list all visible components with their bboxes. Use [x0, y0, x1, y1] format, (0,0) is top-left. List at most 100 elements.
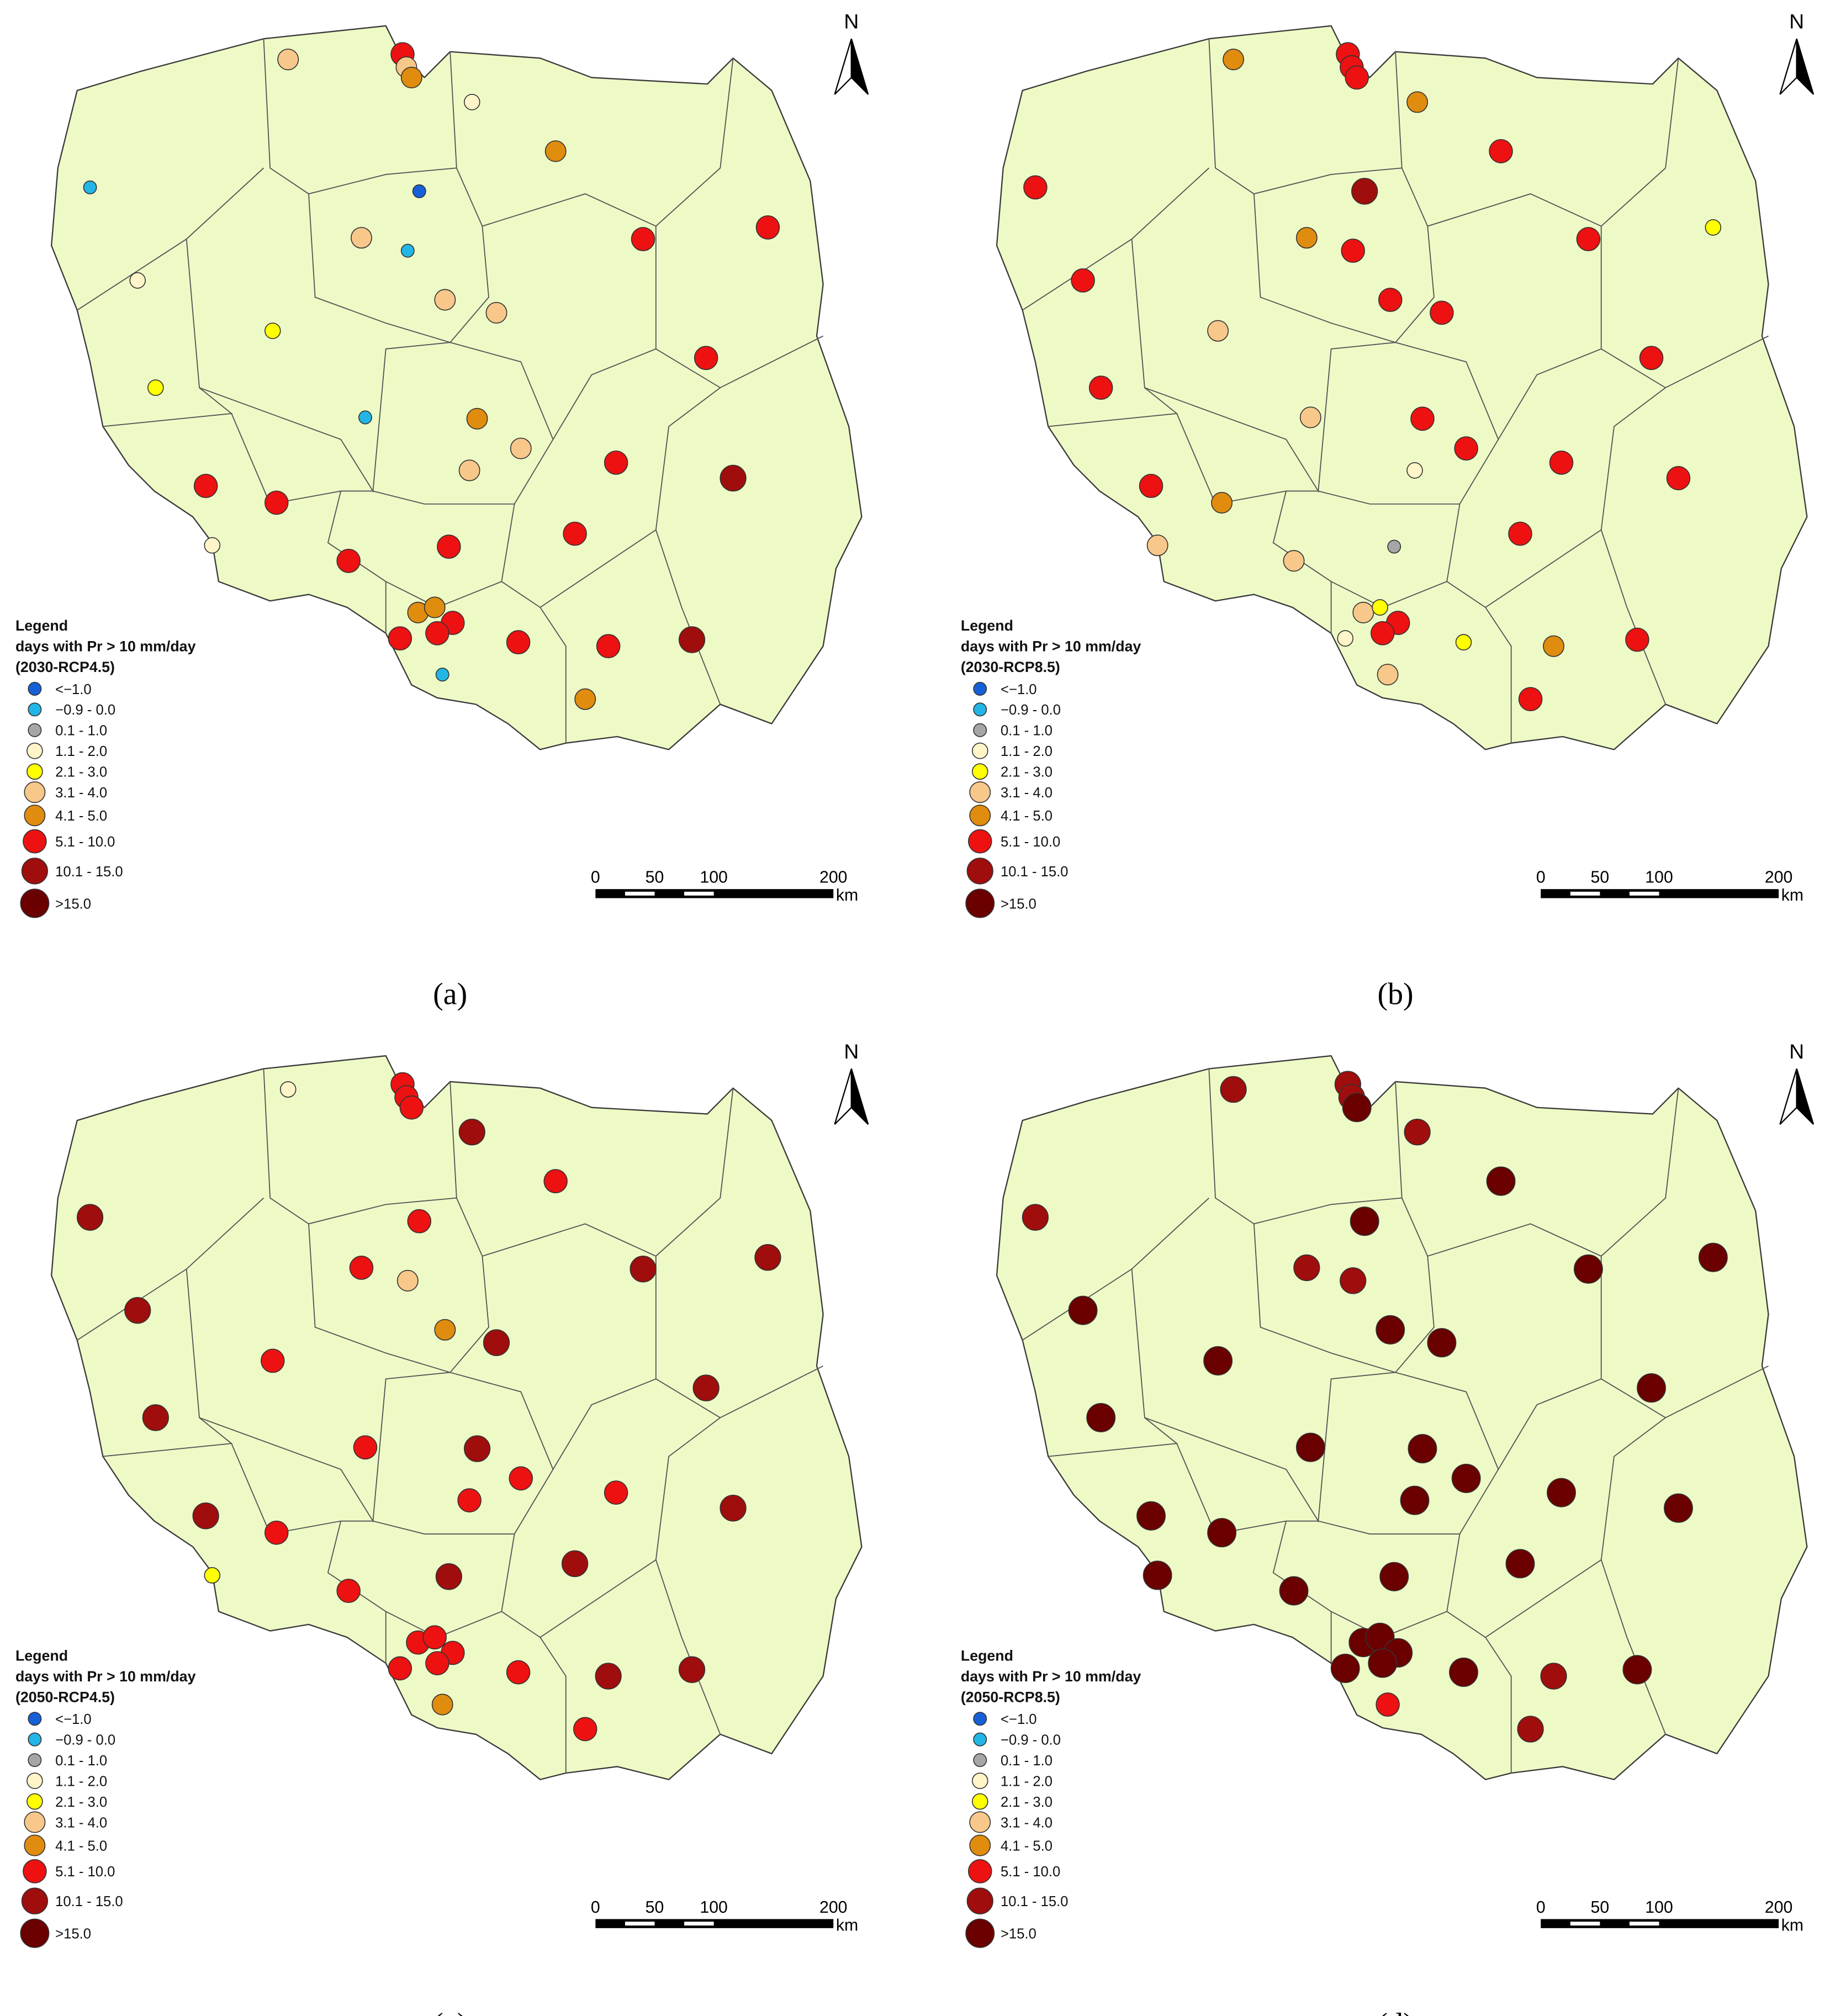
region-border [1600, 387, 1666, 530]
station-dot [458, 459, 480, 481]
station-dot [1449, 1657, 1478, 1687]
legend-label: 0.1 - 1.0 [55, 1753, 107, 1769]
station-dot [204, 1567, 221, 1584]
region-border [1318, 1469, 1499, 1535]
station-dot [349, 1256, 374, 1280]
station-dot [422, 1625, 447, 1650]
legend-label: 1.1 - 2.0 [1001, 744, 1052, 759]
legend-symbol [27, 763, 43, 780]
scale-label: 0 [1536, 868, 1546, 886]
legend-label: <−1.0 [1001, 682, 1037, 697]
legend-label: −0.9 - 0.0 [55, 1732, 115, 1748]
station-dot [483, 1329, 510, 1356]
station-dot [1207, 1518, 1237, 1548]
legend-symbol [24, 781, 46, 803]
legend-symbol [24, 1834, 46, 1856]
north-arrow [1779, 38, 1797, 95]
legend-symbol [28, 723, 42, 737]
panel-caption: (d) [1377, 2007, 1413, 2016]
region-border [1048, 239, 1178, 427]
panel-caption: (a) [433, 977, 467, 1011]
legend-symbol [20, 888, 50, 918]
station-dot [1211, 491, 1233, 514]
station-dot [1139, 474, 1163, 498]
legend-symbol [23, 829, 47, 854]
station-dot [1404, 1118, 1431, 1146]
station-dot [431, 1694, 453, 1716]
station-dot [1408, 1434, 1437, 1464]
station-dot [76, 1204, 104, 1231]
region-border [1048, 1269, 1178, 1457]
legend-symbol [27, 1793, 43, 1810]
station-dot [604, 450, 628, 475]
legend-title: Legend [15, 1647, 68, 1664]
station-dot [434, 1319, 456, 1341]
station-dot [630, 1256, 657, 1283]
station-dot [279, 1081, 297, 1098]
legend-symbol [965, 1918, 995, 1948]
legend-symbol [973, 1712, 987, 1726]
legend-label: 0.1 - 1.0 [55, 723, 107, 739]
region-border [263, 39, 457, 195]
station-dot [1372, 599, 1388, 616]
legend-label: −0.9 - 0.0 [55, 702, 115, 718]
legend-label: −0.9 - 0.0 [1001, 1732, 1061, 1748]
station-dot [1023, 175, 1048, 200]
scale-unit: km [836, 886, 858, 904]
region-border [539, 607, 567, 743]
legend-symbol [28, 1732, 42, 1747]
region-border [103, 239, 233, 427]
region-border [231, 1443, 373, 1535]
station-dot [1136, 1501, 1166, 1531]
legend-subtitle: days with Pr > 10 mm/day [15, 1668, 196, 1685]
region-border [1022, 167, 1209, 311]
station-dot [1378, 288, 1403, 312]
scale-bar-seg [1570, 1922, 1600, 1926]
legend-label: 5.1 - 10.0 [1001, 1864, 1060, 1880]
legend-symbol [969, 1834, 991, 1856]
station-dot [353, 1435, 378, 1460]
station-dot [1406, 91, 1429, 113]
station-dot [485, 301, 507, 324]
station-dot [1547, 1478, 1576, 1507]
station-dot [358, 410, 372, 425]
station-dot [264, 322, 281, 339]
station-dot [1549, 450, 1574, 475]
station-dot [1705, 219, 1722, 236]
station-dot [1576, 227, 1601, 251]
station-dot [1345, 65, 1369, 90]
station-dot [142, 1404, 169, 1431]
station-dot [694, 346, 718, 371]
region-border [373, 439, 554, 505]
station-dot [1410, 406, 1435, 431]
region-border [1395, 1256, 1602, 1471]
station-dot [396, 1269, 419, 1292]
station-dot [1508, 521, 1532, 546]
station-dot [1489, 139, 1513, 163]
station-dot [336, 548, 361, 573]
legend-symbol [973, 1732, 987, 1747]
station-dot [509, 1466, 533, 1491]
station-dot [1340, 1267, 1367, 1294]
station-dot [407, 1209, 432, 1234]
region-border [1176, 413, 1319, 505]
station-dot [192, 1502, 219, 1530]
legend-label: 3.1 - 4.0 [1001, 785, 1052, 801]
station-dot [437, 535, 461, 559]
legend-label: 0.1 - 1.0 [1001, 1753, 1052, 1769]
station-dot [1637, 1373, 1667, 1403]
station-dot [678, 1656, 706, 1683]
region-border [456, 58, 734, 227]
legend-symbol [969, 1811, 991, 1833]
region-border [1208, 39, 1403, 195]
scale-bar-seg [1570, 891, 1600, 896]
station-dot [562, 1550, 589, 1578]
station-dot [400, 244, 415, 258]
region-border [1395, 226, 1602, 441]
station-dot [1543, 635, 1565, 657]
station-dot [720, 464, 747, 492]
station-dot [463, 1435, 491, 1462]
legend-symbol [28, 1712, 42, 1726]
scale-label: 50 [646, 868, 664, 886]
station-dot [1451, 1463, 1481, 1493]
